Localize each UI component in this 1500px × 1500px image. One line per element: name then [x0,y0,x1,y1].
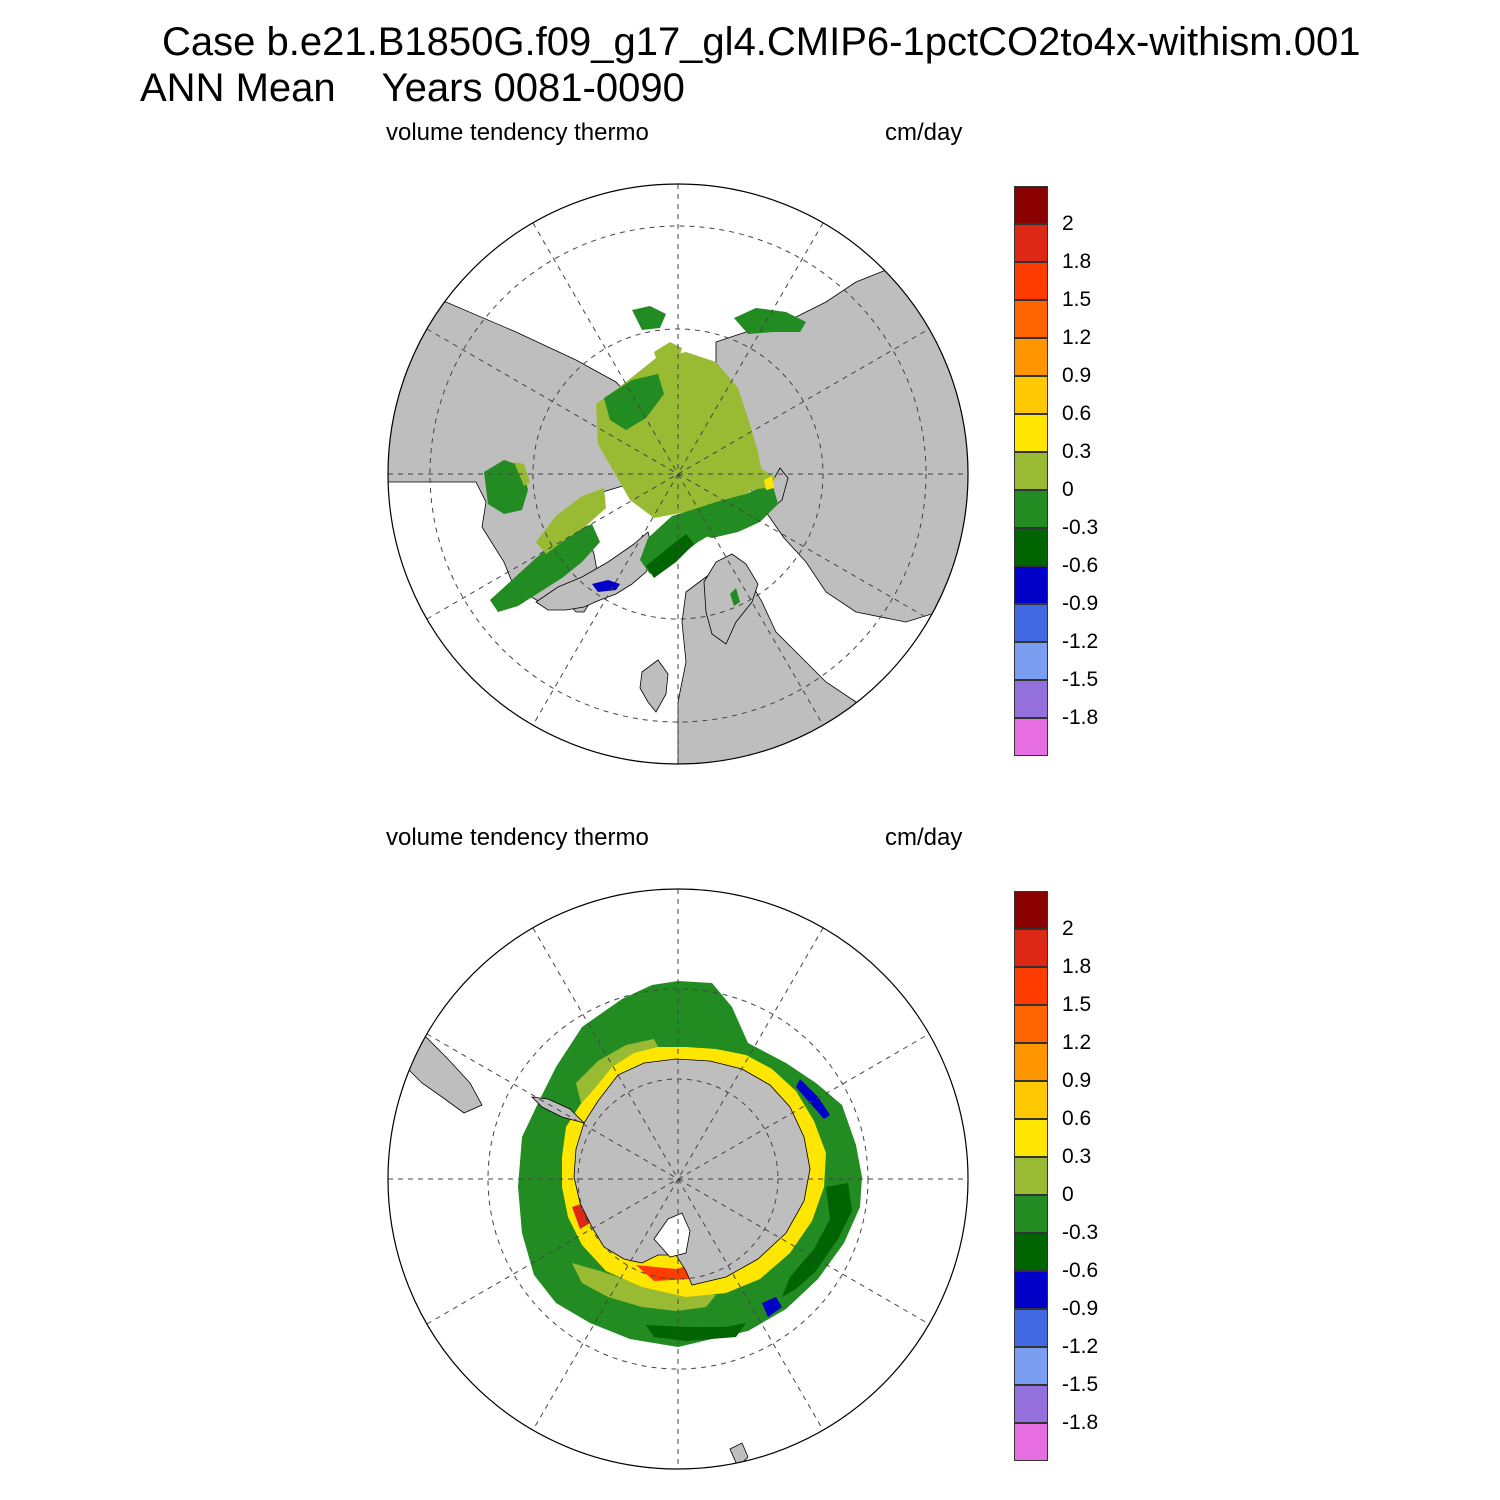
colorbar-tick-label: -1.8 [1062,706,1099,729]
colorbar-tick-label: -1.8 [1062,1411,1099,1434]
colorbar-tick-label: 1.5 [1062,288,1092,311]
south-map-border [387,888,969,1470]
north-ice-hudson-bay [484,460,528,514]
colorbar-tick-label: -0.9 [1062,1297,1099,1320]
colorbar-swatch [1014,338,1048,376]
south-ross-ice-shelf [653,1212,691,1258]
north-ice-baltic [730,588,740,606]
north-ice-labrador [490,524,600,612]
colorbar-swatch [1014,1005,1048,1043]
colorbar-swatch [1014,1347,1048,1385]
colorbar-tick-label: 0.6 [1062,1107,1092,1130]
north-land-scandinavia [703,553,759,645]
south-graticule [388,889,968,1469]
colorbar-swatch [1014,642,1048,680]
colorbar-tick-label: -0.3 [1062,1221,1099,1244]
north-polar-map [387,183,969,765]
period-title: ANN Mean Years 0081-0090 [140,68,685,108]
south-ice-east-blue [796,1079,830,1119]
colorbar-swatch [1014,718,1048,756]
north-land-greenland [535,531,655,611]
colorbar-tick-label: 0.9 [1062,364,1092,387]
colorbar-swatch [1014,967,1048,1005]
colorbar-tick-label: 1.8 [1062,955,1092,978]
south-variable-label: volume tendency thermo [386,824,649,851]
colorbar-tick-label: 1.2 [1062,1031,1092,1054]
south-ice-east-blue-2 [762,1297,782,1317]
north-units-label: cm/day [885,119,963,146]
colorbar-swatch [1014,1119,1048,1157]
colorbar-swatch [1014,604,1048,642]
colorbar-tick-label: 0.3 [1062,440,1092,463]
colorbar-swatch [1014,1309,1048,1347]
colorbar-tick-label: -1.2 [1062,630,1099,653]
south-land-antarctica [573,1058,811,1286]
colorbar-swatch [1014,186,1048,224]
colorbar-swatch [1014,929,1048,967]
colorbar-tick-label: -1.5 [1062,1373,1099,1396]
colorbar-swatch [1014,680,1048,718]
colorbar-tick-label: 0.3 [1062,1145,1092,1168]
south-land-south-america [405,1036,483,1114]
north-ice-chukchi [654,342,682,370]
north-ice-baffin [536,488,606,554]
south-ice-east-dark [782,1183,852,1297]
colorbar-swatch [1014,891,1048,929]
colorbar-tick-label: 1.8 [1062,250,1092,273]
colorbar-swatch [1014,1157,1048,1195]
colorbar-tick-label: 0 [1062,1183,1074,1206]
colorbar-tick-label: 0 [1062,478,1074,501]
south-polar-map [387,888,969,1470]
colorbar-swatch [1014,1233,1048,1271]
colorbar-tick-label: 2 [1062,917,1074,940]
colorbar-tick-label: 1.2 [1062,326,1092,349]
colorbar-tick-label: -0.3 [1062,516,1099,539]
colorbar-swatch [1014,528,1048,566]
north-ice-bering [632,306,666,330]
colorbar-tick-label: 0.9 [1062,1069,1092,1092]
colorbar-swatch [1014,452,1048,490]
north-graticule [388,184,968,764]
colorbar-swatch [1014,1271,1048,1309]
south-units-label: cm/day [885,824,963,851]
colorbar-tick-label: 2 [1062,212,1074,235]
colorbar-tick-label: 1.5 [1062,993,1092,1016]
period-label: ANN Mean [140,66,336,110]
colorbar-tick-label: 0.6 [1062,402,1092,425]
colorbar-swatch [1014,376,1048,414]
years-label: Years 0081-0090 [381,66,685,110]
north-land-britain [639,659,669,713]
colorbar-swatch [1014,1081,1048,1119]
colorbar-swatch [1014,1385,1048,1423]
colorbar-swatch [1014,1043,1048,1081]
north-ice-beaufort-dark [604,374,664,430]
case-title: Case b.e21.B1850G.f09_g17_gl4.CMIP6-1pct… [162,20,1361,64]
north-ice-barents [686,482,778,538]
colorbar-swatch [1014,300,1048,338]
colorbar-tick-label: -0.9 [1062,592,1099,615]
north-ice-okhotsk [734,308,806,334]
colorbar-swatch [1014,224,1048,262]
colorbar-tick-label: -1.5 [1062,668,1099,691]
north-map-border [387,183,969,765]
colorbar-tick-label: -0.6 [1062,554,1099,577]
colorbar-swatch [1014,490,1048,528]
north-ice-greenland-east-dark [646,534,694,578]
colorbar-swatch [1014,1195,1048,1233]
north-ice-denmark-strait-blue [592,580,620,592]
south-ice-ross-dark [646,1323,746,1341]
colorbar-tick-label: -1.2 [1062,1335,1099,1358]
north-variable-label: volume tendency thermo [386,119,649,146]
colorbar-swatch [1014,414,1048,452]
colorbar-swatch [1014,262,1048,300]
colorbar-swatch [1014,566,1048,604]
colorbar-swatch [1014,1423,1048,1461]
south-ice-coastal-fringe-ross-red [636,1263,698,1281]
colorbar-tick-label: -0.6 [1062,1259,1099,1282]
north-ice-kara-melt [764,476,774,490]
